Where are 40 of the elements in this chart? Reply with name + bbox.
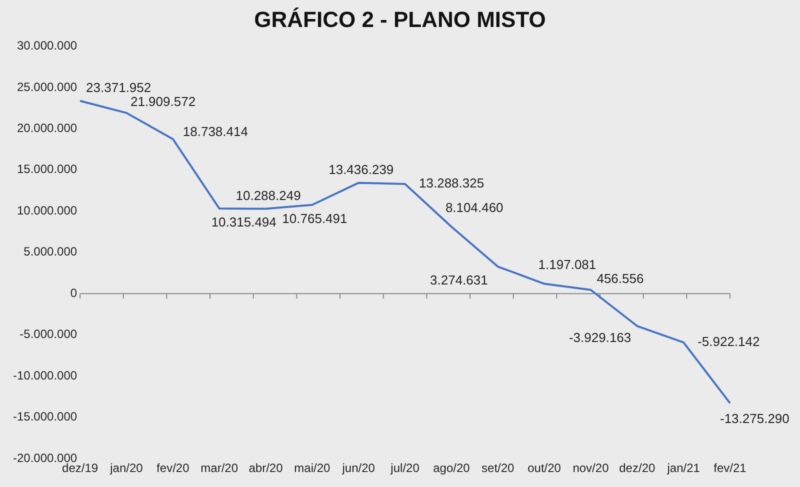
data-label: 23.371.952 [86,80,152,95]
y-tick-label: -10.000.000 [12,368,78,382]
x-tick-label: mar/20 [200,461,238,476]
y-tick-label: -15.000.000 [12,410,78,424]
x-tick-label: out/20 [528,461,562,476]
x-tick-label: jun/20 [341,461,376,476]
x-tick-label: jan/20 [109,461,144,476]
x-tick-label: set/20 [482,461,515,476]
data-label: 10.288.249 [236,188,301,203]
x-tick-label: nov/20 [572,461,610,476]
chart-title: GRÁFICO 2 - PLANO MISTO [253,6,547,34]
y-tick-label: -5.000.000 [20,327,78,342]
y-tick-label: 25.000.000 [16,80,78,94]
y-tick-label: 15.000.000 [16,162,78,176]
x-tick-label: jan/21 [666,461,700,476]
data-label: 10.315.494 [211,214,276,230]
x-tick-label: fev/20 [156,461,190,476]
data-label: 10.765.491 [282,210,348,226]
data-label: 18.738.414 [182,124,248,140]
data-label: 13.288.325 [419,176,484,191]
data-label: 3.274.631 [430,272,488,288]
y-tick-label: 5.000.000 [24,244,78,259]
x-tick-label: mai/20 [294,461,331,476]
data-label: -5.922.142 [698,334,760,350]
x-tick-label: dez/20 [619,461,656,476]
data-label: 456.556 [596,270,644,286]
data-label: 21.909.572 [130,94,196,110]
y-tick-label: 0 [70,286,78,300]
data-label: -13.275.290 [720,411,790,426]
x-tick-label: fev/21 [714,461,747,476]
data-label: 8.104.460 [445,200,504,215]
data-label: -3.929.163 [568,330,632,346]
x-tick-label: jul/20 [390,461,420,476]
data-label: 1.197.081 [538,256,596,272]
y-tick-label: 10.000.000 [16,203,78,218]
x-tick-label: abr/20 [248,461,284,476]
data-label: 13.436.239 [328,162,394,177]
x-tick-label: ago/20 [433,461,470,476]
y-tick-label: 20.000.000 [16,120,78,135]
y-tick-label: 30.000.000 [16,38,78,53]
